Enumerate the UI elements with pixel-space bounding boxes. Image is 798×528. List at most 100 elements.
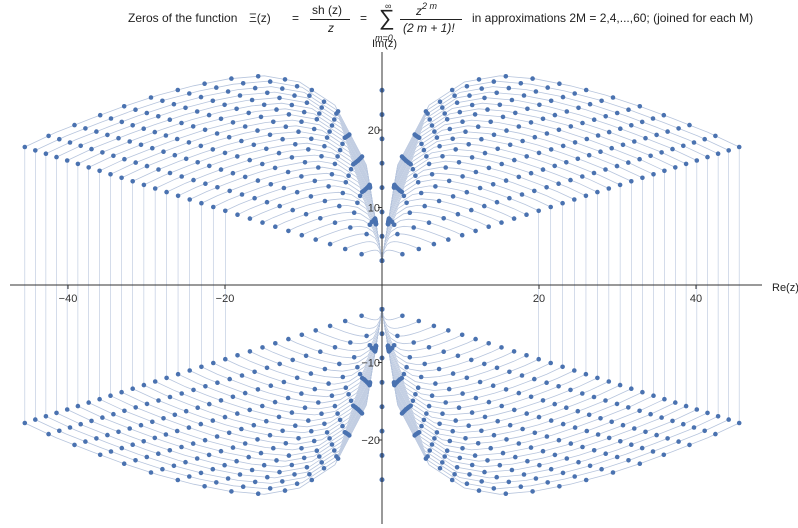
zero-point [171, 463, 177, 469]
zero-point [332, 117, 337, 122]
zero-point [544, 380, 549, 386]
zero-point [97, 112, 103, 118]
zero-point [500, 114, 506, 120]
zero-point [198, 421, 204, 427]
zero-point [681, 421, 686, 427]
zero-point [222, 150, 228, 156]
zero-point [455, 353, 461, 359]
zero-point [322, 143, 327, 149]
zero-point [491, 432, 497, 438]
zero-point [322, 366, 328, 372]
zero-point [648, 153, 653, 159]
zero-point [141, 182, 147, 188]
zero-point [167, 394, 173, 400]
zero-point [141, 439, 146, 444]
zero-point [456, 160, 462, 165]
zero-point [441, 349, 447, 355]
zero-point [274, 458, 279, 463]
zero-point [294, 375, 300, 381]
zero-point [475, 124, 481, 129]
zero-point [273, 224, 278, 229]
zero-point [587, 101, 593, 107]
zero-point [179, 174, 184, 179]
zero-point [548, 466, 554, 472]
zero-point [536, 414, 542, 420]
zero-point [399, 411, 405, 416]
zero-point [494, 90, 500, 96]
zero-point [97, 452, 103, 458]
zero-point [603, 167, 608, 172]
zero-point [67, 425, 73, 430]
zero-point [156, 114, 161, 119]
title-sum-symbol: ∑ [379, 5, 395, 30]
zero-point [591, 448, 597, 453]
zero-point [226, 430, 232, 436]
zero-point [587, 463, 593, 469]
zero-point [150, 419, 155, 425]
zero-point [670, 418, 675, 424]
zero-point [292, 93, 297, 98]
zero-point [519, 192, 525, 197]
zero-point [444, 448, 450, 454]
zero-point [304, 465, 310, 470]
zero-point [247, 407, 252, 413]
zero-point [583, 477, 589, 483]
zero-point [332, 220, 338, 225]
zero-point [537, 462, 542, 468]
zero-point [691, 425, 697, 430]
zero-point [299, 332, 305, 338]
zero-point [319, 460, 325, 465]
zero-point [404, 364, 409, 370]
zero-point [533, 89, 539, 94]
zero-point [89, 418, 94, 424]
zero-point [274, 107, 279, 112]
zero-point [580, 444, 585, 450]
zero-point [662, 396, 667, 402]
zero-point [603, 114, 608, 119]
zero-point [460, 446, 465, 451]
zero-point [482, 203, 487, 209]
zero-point [385, 222, 391, 227]
zero-point [210, 418, 216, 423]
zero-point [246, 110, 251, 116]
zero-point [411, 340, 417, 345]
zero-point [665, 436, 670, 441]
zero-point [265, 90, 270, 96]
zero-point [516, 390, 522, 396]
zero-point [442, 454, 448, 459]
zero-point [477, 379, 483, 385]
zero-point [479, 479, 485, 484]
zero-point [202, 484, 207, 489]
zero-point [473, 169, 479, 175]
zero-point [116, 135, 121, 141]
zero-point [516, 174, 522, 180]
zero-point [422, 203, 428, 209]
zero-point [247, 349, 253, 354]
zero-point [272, 165, 278, 171]
zero-point [429, 172, 435, 177]
zero-point [528, 394, 534, 400]
zero-point [482, 414, 488, 420]
zero-point [476, 488, 482, 493]
zero-point [306, 418, 311, 423]
zero-point [533, 476, 539, 481]
zero-point [576, 459, 581, 465]
zero-point [490, 383, 496, 389]
zero-point [591, 170, 597, 176]
zero-point [400, 251, 405, 257]
zero-point [494, 199, 500, 205]
zero-point [252, 195, 257, 201]
zero-point [423, 456, 429, 461]
zero-point [437, 99, 443, 104]
zero-point [247, 157, 252, 163]
zero-point [536, 150, 542, 156]
zero-point [337, 147, 343, 153]
zero-point [469, 357, 474, 363]
zero-point [548, 204, 553, 210]
zero-point [520, 138, 525, 144]
zero-point [506, 85, 512, 91]
zero-point [702, 428, 707, 434]
zero-point [618, 126, 623, 131]
zero-point [506, 479, 512, 485]
zero-point [440, 411, 445, 417]
